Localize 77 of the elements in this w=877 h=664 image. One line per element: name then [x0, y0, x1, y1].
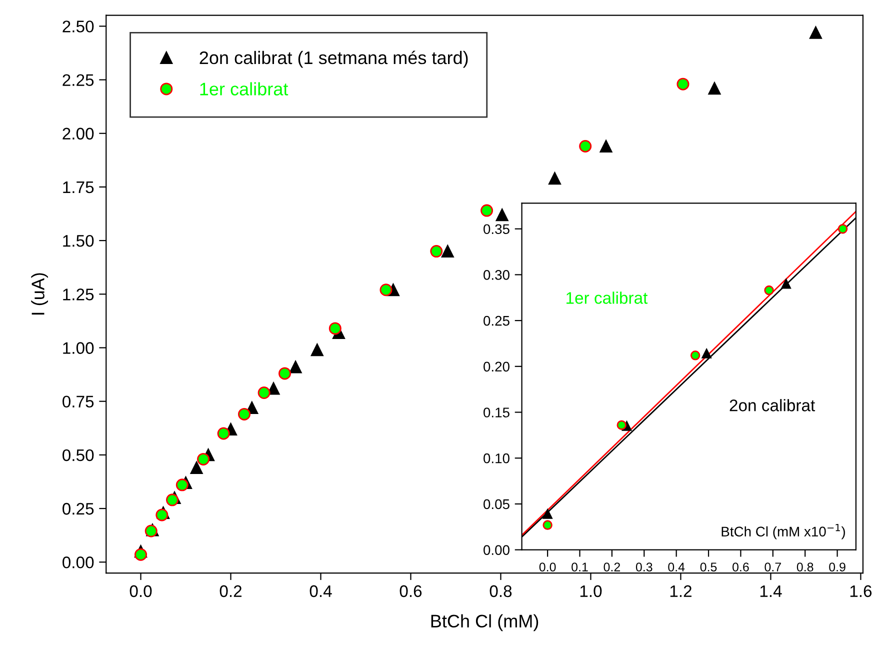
- point: [190, 462, 203, 474]
- y-tick-label: 2.25: [62, 74, 94, 86]
- y-tick-label: 1.50: [63, 234, 94, 247]
- x-tick-label: 0.7: [764, 562, 781, 572]
- point: [579, 140, 592, 152]
- legend-label: 2on calibrat (1 setmana més tard): [200, 50, 468, 68]
- point: [600, 140, 612, 152]
- y-tick-label: 2.50: [62, 20, 94, 32]
- y-tick-label: 0.50: [62, 449, 94, 462]
- y-tick-label: 0.35: [484, 224, 510, 234]
- y-tick-label: 1.75: [63, 182, 94, 194]
- x-axis-title: BtCh Cl (mM x10$^{−1}$): [722, 524, 845, 540]
- x-tick-label: 0.1: [572, 562, 588, 572]
- point: [289, 360, 302, 374]
- point: [702, 348, 712, 358]
- point: [430, 245, 443, 258]
- y-tick-label: 2.00: [62, 128, 94, 140]
- y-tick-label: 0.30: [484, 270, 510, 280]
- y-tick-label: 0.75: [62, 396, 94, 408]
- point: [278, 367, 292, 380]
- point: [676, 78, 690, 90]
- text: 2on calibrat: [730, 399, 816, 412]
- point: [542, 520, 552, 530]
- point: [616, 420, 626, 430]
- x-axis-title: BtCh Cl (mM): [431, 614, 538, 632]
- x-tick-label: 0.6: [400, 585, 422, 598]
- x-tick-label: 0.8: [490, 585, 512, 598]
- point: [542, 509, 552, 519]
- point: [441, 245, 454, 258]
- x-tick-label: 0.5: [700, 562, 717, 572]
- point: [328, 322, 342, 335]
- y-tick-label: 1.25: [63, 288, 94, 300]
- point: [176, 478, 188, 492]
- point: [548, 172, 561, 185]
- text: 1er calibrat: [566, 292, 648, 304]
- x-tick-label: 0.2: [604, 562, 620, 572]
- x-tick-label: 0.4: [668, 562, 685, 572]
- point: [690, 350, 700, 360]
- x-tick-label: 0.4: [310, 585, 332, 598]
- x-tick-label: 0.9: [829, 562, 846, 572]
- y-tick-label: 0.15: [484, 408, 510, 418]
- x-tick-label: 1.2: [670, 585, 692, 597]
- point: [708, 82, 721, 95]
- x-tick-label: 0.0: [130, 585, 152, 598]
- y-axis-title: I (uA): [31, 273, 48, 315]
- y-tick-label: 0.10: [484, 453, 510, 464]
- point: [166, 494, 179, 506]
- x-tick-label: 0.6: [732, 562, 749, 572]
- point: [217, 427, 230, 440]
- point: [496, 208, 508, 222]
- y-tick-label: 0.05: [484, 499, 510, 510]
- x-tick-label: 1.6: [850, 585, 872, 598]
- x-tick-label: 1.4: [760, 585, 782, 597]
- x-tick-label: 0.8: [796, 562, 814, 572]
- legend-label: 1er calibrat: [200, 82, 288, 96]
- x-tick-label: 0.0: [539, 562, 556, 572]
- x-tick-label: 1.0: [580, 585, 602, 598]
- point: [480, 204, 494, 217]
- x-tick-label: 0.2: [220, 585, 242, 598]
- point: [134, 548, 148, 561]
- y-tick-label: 0.00: [62, 556, 94, 568]
- point: [310, 344, 324, 356]
- point: [156, 508, 168, 522]
- point: [764, 285, 774, 296]
- y-tick-label: 0.25: [484, 316, 510, 326]
- x-tick-label: 0.3: [636, 562, 652, 572]
- point: [258, 386, 270, 400]
- y-tick-label: 1.00: [63, 342, 94, 354]
- point: [197, 452, 210, 466]
- y-tick-label: 0.20: [484, 362, 510, 372]
- point: [238, 408, 251, 420]
- point: [838, 224, 848, 234]
- point: [809, 26, 822, 39]
- y-tick-label: 0.25: [62, 502, 94, 515]
- point: [781, 279, 791, 289]
- point: [380, 284, 392, 296]
- y-tick-label: 0.00: [484, 545, 510, 555]
